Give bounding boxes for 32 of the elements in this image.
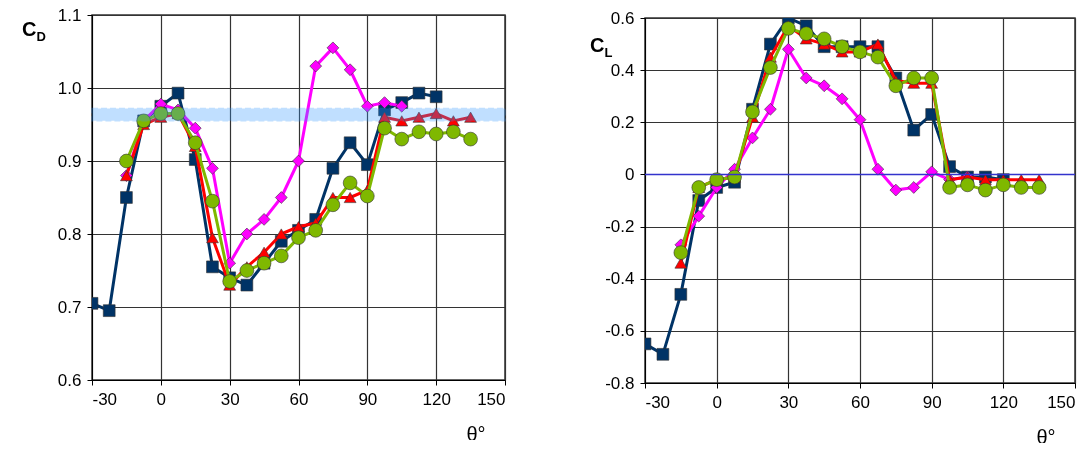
y-tick-label: 0.8 <box>57 224 82 244</box>
y-tick-label: 1.1 <box>57 5 82 25</box>
y-axis-title: C$_{L}$ <box>590 34 613 60</box>
x-axis-title: θ° <box>466 422 486 445</box>
y-tick-label: -0.2 <box>605 217 635 237</box>
y-tick-label: 0.9 <box>57 151 82 171</box>
y-tick-label: 1.0 <box>57 78 82 98</box>
y-tick-label: 0.2 <box>610 112 635 132</box>
x-tick-label: 120 <box>989 392 1019 412</box>
x-tick-label: 120 <box>422 389 451 409</box>
x-tick-label: 0 <box>712 392 722 412</box>
x-tick-label: 150 <box>1047 392 1076 412</box>
y-tick-label: 0.4 <box>610 60 635 80</box>
x-tick-label: 30 <box>220 389 240 409</box>
x-tick-label: 60 <box>851 392 870 412</box>
x-tick-label: -30 <box>645 392 671 412</box>
x-tick-label: 90 <box>358 389 378 409</box>
y-tick-label: -0.6 <box>605 321 635 341</box>
x-tick-label: -30 <box>92 389 118 409</box>
y-tick-label: 0.6 <box>57 370 82 390</box>
x-tick-label: 60 <box>289 389 309 409</box>
x-tick-label: 0 <box>156 389 167 409</box>
x-axis-title: θ° <box>1036 425 1056 448</box>
x-tick-label: 30 <box>779 392 799 412</box>
y-tick-label: 0.7 <box>57 297 82 317</box>
x-tick-label: 150 <box>477 389 506 409</box>
y-tick-label: -0.4 <box>605 269 635 289</box>
x-tick-label: 90 <box>922 392 942 412</box>
y-tick-label: -0.8 <box>605 373 635 393</box>
y-axis-title: C$_{D}$ <box>22 18 46 44</box>
y-tick-label: 0.6 <box>610 8 635 28</box>
y-tick-label: 0 <box>625 164 635 184</box>
